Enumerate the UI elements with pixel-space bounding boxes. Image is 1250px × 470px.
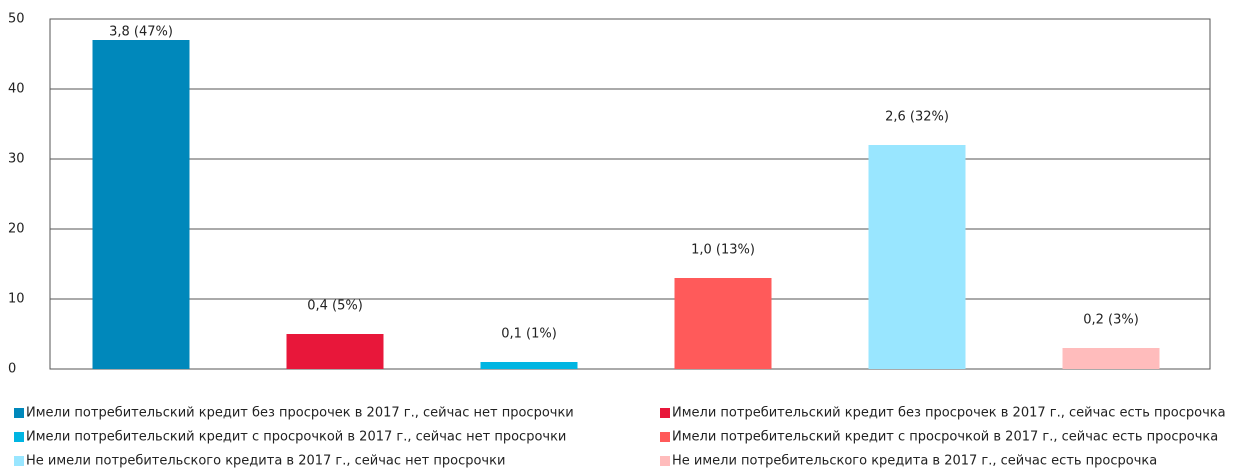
legend-swatch — [14, 408, 24, 418]
bar — [92, 40, 190, 369]
legend-label: Имели потребительский кредит без просроч… — [26, 406, 574, 421]
legend-label: Не имели потребительского кредита в 2017… — [672, 454, 1157, 469]
plot-frame — [49, 18, 1211, 370]
y-tick-label: 40 — [8, 82, 25, 97]
legend-swatch — [660, 456, 670, 466]
bar — [674, 278, 772, 369]
bar — [480, 362, 578, 369]
bar — [286, 334, 384, 369]
legend-swatch — [14, 456, 24, 466]
y-tick-label: 30 — [8, 152, 25, 167]
y-tick-label: 0 — [8, 362, 16, 377]
data-label: 0,2 (3%) — [1083, 313, 1139, 328]
legend-label: Не имели потребительского кредита в 2017… — [26, 454, 505, 469]
legend-swatch — [660, 432, 670, 442]
legend-label: Имели потребительский кредит с просрочко… — [26, 430, 566, 445]
legend-swatch — [660, 408, 670, 418]
y-tick-label: 50 — [8, 12, 25, 27]
data-label: 2,6 (32%) — [885, 110, 949, 125]
y-tick-label: 20 — [8, 222, 25, 237]
legend-label: Имели потребительский кредит без просроч… — [672, 406, 1226, 421]
y-tick-label: 10 — [8, 292, 25, 307]
bar — [1062, 348, 1160, 369]
bar — [868, 145, 966, 369]
legend-swatch — [14, 432, 24, 442]
data-label: 3,8 (47%) — [109, 25, 173, 40]
data-label: 0,4 (5%) — [307, 299, 363, 314]
data-label: 1,0 (13%) — [691, 243, 755, 258]
legend-label: Имели потребительский кредит с просрочко… — [672, 430, 1218, 445]
data-label: 0,1 (1%) — [501, 327, 557, 342]
